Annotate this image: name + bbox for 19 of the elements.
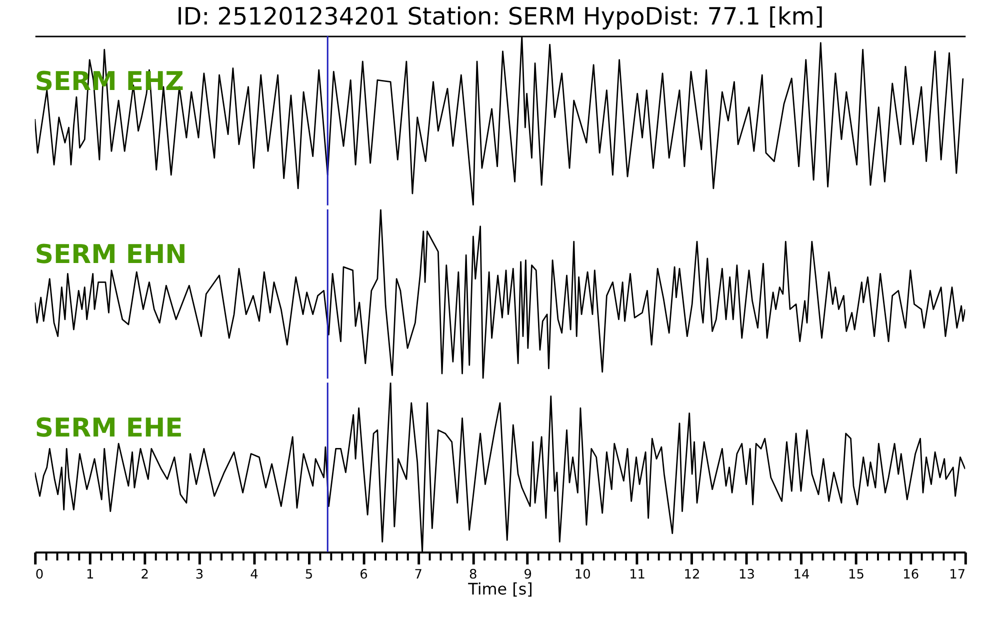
x-tick-label: 5 [304, 567, 314, 582]
annotation: SERM EHE [34, 413, 183, 444]
x-tick-label: 1 [86, 567, 94, 582]
annotation: SERM EHN [34, 240, 187, 270]
x-tick-label: 15 [848, 567, 864, 582]
x-tick-label: 12 [684, 567, 700, 582]
x-tick-label: 4 [250, 567, 258, 582]
chart-title: ID: 251201234201 Station: SERM HypoDist: 77.1 [km] [176, 2, 824, 30]
x-tick-label: 6 [360, 567, 368, 582]
x-tick-label: 11 [629, 567, 646, 582]
x-tick-label: 10 [574, 567, 591, 582]
x-tick-label: 16 [902, 567, 920, 582]
x-tick-label: 7 [414, 567, 423, 582]
x-tick-label: 13 [738, 567, 755, 582]
x-tick-label: 14 [793, 567, 810, 582]
x-tick-label: 3 [195, 567, 204, 582]
x-tick-label: 2 [140, 567, 149, 582]
x-tick-label: 17 [949, 567, 966, 582]
x-tick-label: 0 [35, 567, 44, 582]
